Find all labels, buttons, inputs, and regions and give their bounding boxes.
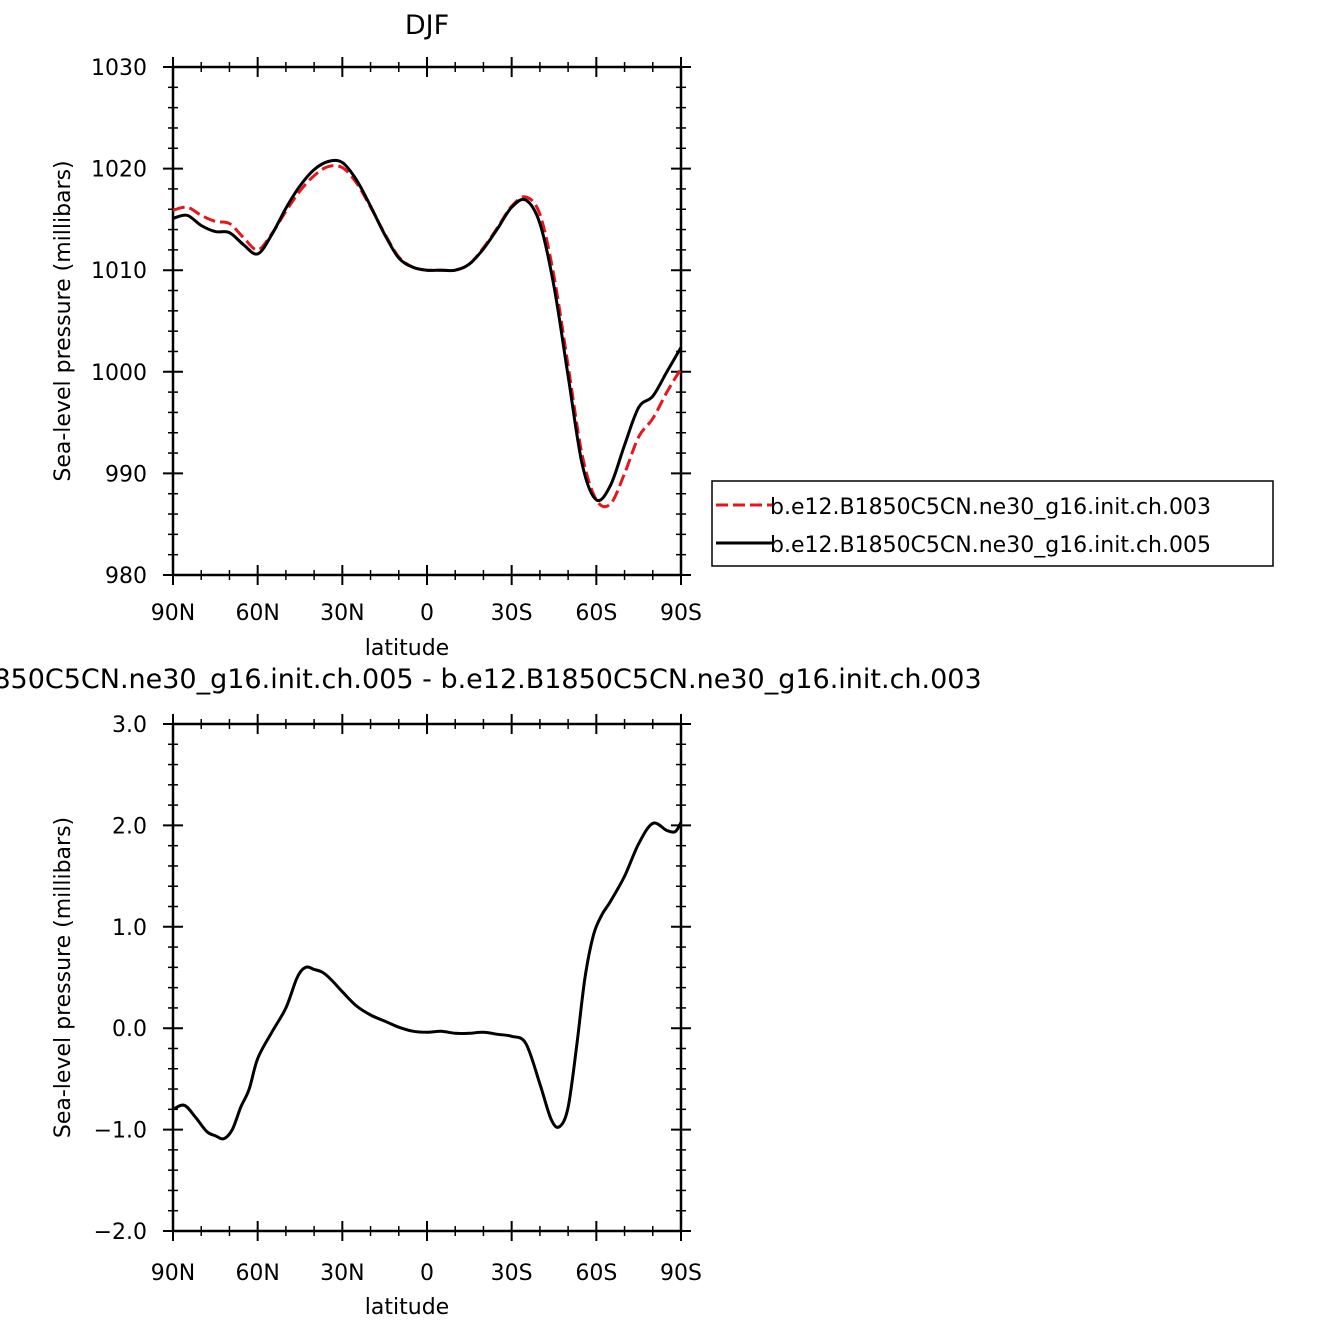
x-tick-label: 90S	[660, 601, 702, 626]
y-tick-label: 1030	[91, 56, 147, 81]
legend: b.e12.B1850C5CN.ne30_g16.init.ch.003 b.e1…	[711, 480, 1274, 567]
x-tick-label: 60S	[575, 601, 617, 626]
x-tick-label: 30N	[320, 1261, 364, 1286]
y-tick-label: 980	[105, 564, 147, 589]
y-tick-label: −2.0	[94, 1220, 147, 1245]
legend-label-1: b.e12.B1850C5CN.ne30_g16.init.ch.003	[770, 495, 1211, 520]
x-axis-label: latitude	[365, 636, 449, 661]
x-tick-label: 30S	[491, 1261, 533, 1286]
x-tick-label: 0	[420, 1261, 434, 1286]
x-tick-label: 60N	[235, 601, 279, 626]
legend-label-2: b.e12.B1850C5CN.ne30_g16.init.ch.005	[770, 533, 1211, 558]
plot-frame	[171, 722, 683, 1233]
chart-2: −2.0 −1.0 0.0 1.0 2.0 3.0 90N 60N 30N 0 30S 60S 90S b…	[0, 664, 982, 1320]
x-tick-label: 30S	[491, 601, 533, 626]
x-tick-label: 0	[420, 601, 434, 626]
y-tick-label: 1010	[91, 259, 147, 284]
y-tick-label: 2.0	[112, 814, 147, 839]
x-tick-label: 60N	[235, 1261, 279, 1286]
chart-1: 980 990 1000 1010 1020 1030 90N 60N 30N 0 30S 60S 90…	[51, 10, 1274, 661]
chart-title: DJF	[405, 10, 449, 41]
y-axis-label: Sea-level pressure (millibars)	[51, 160, 76, 481]
x-tick-label: 30N	[320, 601, 364, 626]
series-line-2	[173, 158, 681, 503]
x-tick-label: 90N	[151, 601, 195, 626]
y-tick-label: 1.0	[112, 916, 147, 941]
y-tick-label: 0.0	[112, 1017, 147, 1042]
y-tick-label: 1000	[91, 361, 147, 386]
x-tick-label: 60S	[575, 1261, 617, 1286]
x-tick-label: 90N	[151, 1261, 195, 1286]
y-tick-label: 3.0	[112, 713, 147, 738]
legend-box	[711, 480, 1274, 567]
x-axis-label: latitude	[365, 1295, 449, 1320]
plot-frame	[171, 65, 683, 577]
series-line-1	[173, 164, 681, 509]
y-tick-label: −1.0	[94, 1119, 147, 1144]
y-tick-label: 990	[105, 462, 147, 487]
series-line-1	[173, 821, 681, 1141]
chart-title: b.e12.B1850C5CN.ne30_g16.init.ch.005 - b…	[0, 664, 982, 695]
y-tick-label: 1020	[91, 158, 147, 183]
y-axis-label: Sea-level pressure (millibars)	[51, 817, 76, 1138]
x-tick-label: 90S	[660, 1261, 702, 1286]
